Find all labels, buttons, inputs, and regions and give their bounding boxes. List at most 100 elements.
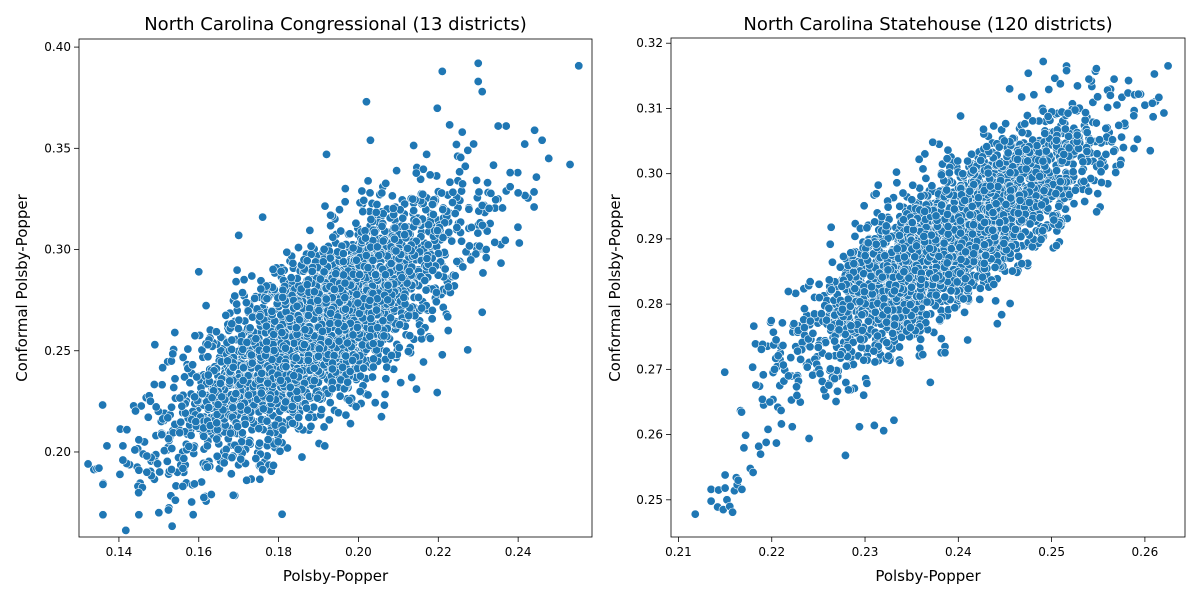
scatter-point — [351, 255, 361, 265]
scatter-point — [211, 327, 221, 337]
scatter-point — [425, 333, 435, 343]
scatter-point — [376, 412, 386, 422]
scatter-point — [251, 453, 261, 463]
scatter-point — [481, 245, 491, 255]
scatter-point — [394, 343, 404, 353]
scatter-point — [286, 273, 296, 283]
scatter-point — [1068, 167, 1078, 177]
scatter-point — [447, 236, 457, 246]
scatter-point — [202, 441, 212, 451]
scatter-point — [145, 396, 155, 406]
scatter-point — [154, 508, 164, 518]
scatter-point — [394, 262, 404, 272]
scatter-point — [497, 203, 507, 213]
scatter-point — [327, 364, 337, 374]
scatter-point — [177, 401, 187, 411]
scatter-point — [241, 298, 251, 308]
scatter-point — [329, 351, 339, 361]
scatter-point — [352, 322, 362, 332]
scatter-point — [448, 187, 458, 197]
scatter-point — [242, 475, 252, 485]
scatter-point — [238, 344, 248, 354]
scatter-point — [380, 270, 390, 280]
scatter-point — [758, 370, 768, 380]
scatter-point — [278, 425, 288, 435]
scatter-point — [359, 195, 369, 205]
scatter-point — [199, 492, 209, 502]
scatter-point — [443, 282, 453, 292]
scatter-point — [403, 243, 413, 253]
scatter-point — [1051, 241, 1061, 251]
scatter-point — [365, 295, 375, 305]
scatter-point — [226, 428, 236, 438]
scatter-point — [207, 393, 217, 403]
scatter-point — [1145, 146, 1155, 156]
scatter-point — [130, 445, 140, 455]
scatter-point — [472, 175, 482, 185]
scatter-point — [355, 371, 365, 381]
scatter-point — [170, 374, 180, 384]
scatter-point — [474, 187, 484, 197]
scatter-point — [285, 382, 295, 392]
scatter-point — [1001, 119, 1011, 129]
scatter-point — [451, 140, 461, 150]
scatter-point — [134, 488, 144, 498]
scatter-point — [341, 351, 351, 361]
scatter-point — [254, 424, 264, 434]
scatter-point — [390, 234, 400, 244]
scatter-point — [739, 443, 749, 453]
scatter-point — [397, 273, 407, 283]
scatter-point — [325, 318, 335, 328]
chart-title-congressional: North Carolina Congressional (13 distric… — [144, 14, 527, 35]
scatter-point — [345, 419, 355, 429]
scatter-point — [334, 336, 344, 346]
scatter-point — [440, 264, 450, 274]
scatter-point — [378, 316, 388, 326]
scatter-point — [256, 284, 266, 294]
scatter-point — [250, 293, 260, 303]
scatter-point — [431, 287, 441, 297]
y-tick-label: 0.25 — [44, 344, 71, 358]
scatter-point — [276, 375, 286, 385]
scatter-point — [143, 412, 153, 422]
scatter-point — [355, 270, 365, 280]
scatter-point — [329, 284, 339, 294]
scatter-point — [529, 202, 539, 212]
scatter-point — [378, 236, 388, 246]
scatter-point — [278, 292, 288, 302]
scatter-point — [827, 257, 837, 267]
scatter-point — [824, 275, 834, 285]
scatter-point — [327, 384, 337, 394]
scatter-point — [170, 495, 180, 505]
scatter-point — [379, 400, 389, 410]
scatter-point — [464, 204, 474, 214]
scatter-point — [1077, 166, 1087, 176]
scatter-point — [363, 390, 373, 400]
scatter-point — [203, 352, 213, 362]
scatter-point — [289, 371, 299, 381]
scatter-point — [232, 265, 242, 275]
scatter-point — [386, 313, 396, 323]
scatter-point — [217, 392, 227, 402]
scatter-point — [183, 344, 193, 354]
scatter-point — [320, 441, 330, 451]
scatter-point — [238, 363, 248, 373]
scatter-point — [372, 200, 382, 210]
scatter-point — [348, 330, 358, 340]
scatter-point — [943, 145, 953, 155]
y-tick-label: 0.40 — [44, 40, 71, 54]
scatter-point — [231, 277, 241, 287]
scatter-point — [256, 388, 266, 398]
scatter-point — [226, 469, 236, 479]
scatter-point — [319, 244, 329, 254]
scatter-point — [366, 214, 376, 224]
scatter-point — [291, 353, 301, 363]
scatter-point — [916, 334, 926, 344]
scatter-point — [213, 400, 223, 410]
scatter-point — [304, 412, 314, 422]
scatter-point — [267, 306, 277, 316]
scatter-point — [317, 405, 327, 415]
scatter-point — [417, 303, 427, 313]
scatter-point — [493, 121, 503, 131]
